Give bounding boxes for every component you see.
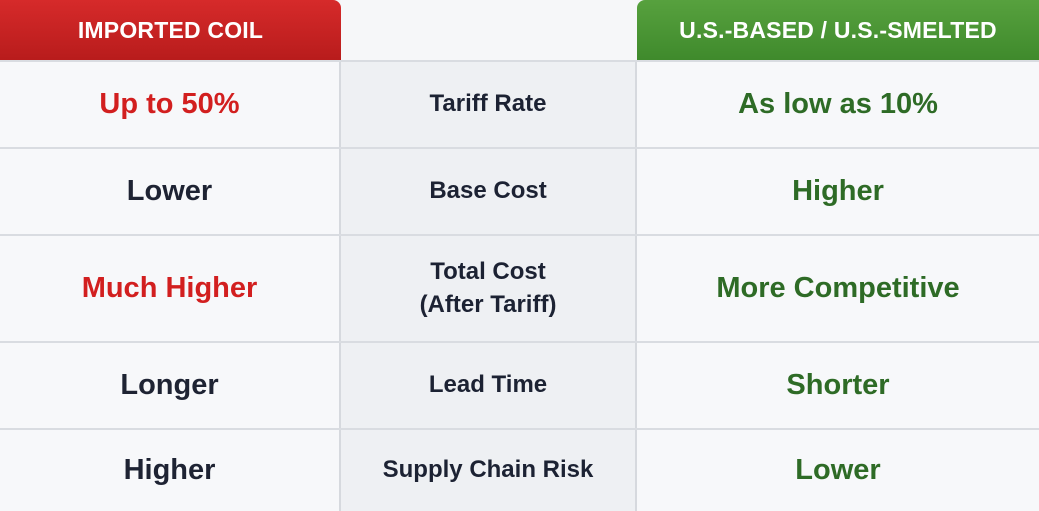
criterion-line-1: Supply Chain Risk (382, 456, 594, 484)
table-row: Lower Base Cost Higher (0, 147, 1039, 234)
imported-value: Lower (0, 149, 341, 234)
table-row: Up to 50% Tariff Rate As low as 10% (0, 60, 1039, 147)
criterion-label: Base Cost (341, 149, 637, 234)
criterion-label: Total Cost (After Tariff) (341, 236, 637, 341)
criterion-label: Supply Chain Risk (341, 430, 637, 511)
us-based-header: U.S.-BASED / U.S.-SMELTED (637, 0, 1039, 60)
criterion-line-1: Total Cost (430, 258, 546, 286)
criterion-line-1: Base Cost (429, 177, 547, 205)
imported-value: Higher (0, 430, 341, 511)
criterion-line-2: (After Tariff) (419, 290, 557, 318)
criterion-line-1: Tariff Rate (429, 90, 547, 118)
us-value: Shorter (637, 343, 1039, 428)
imported-value: Much Higher (0, 236, 341, 341)
us-value: Lower (637, 430, 1039, 511)
table-row: Longer Lead Time Shorter (0, 341, 1039, 428)
us-value: More Competitive (637, 236, 1039, 341)
criterion-label: Lead Time (341, 343, 637, 428)
header-row: IMPORTED COIL U.S.-BASED / U.S.-SMELTED (0, 0, 1039, 60)
table-row: Higher Supply Chain Risk Lower (0, 428, 1039, 511)
header-spacer (341, 0, 637, 60)
table-body: Up to 50% Tariff Rate As low as 10% Lowe… (0, 60, 1039, 511)
criterion-label: Tariff Rate (341, 62, 637, 147)
imported-value: Up to 50% (0, 62, 341, 147)
table-row: Much Higher Total Cost (After Tariff) Mo… (0, 234, 1039, 341)
us-value: As low as 10% (637, 62, 1039, 147)
imported-value: Longer (0, 343, 341, 428)
criterion-line-1: Lead Time (428, 371, 548, 399)
us-value: Higher (637, 149, 1039, 234)
imported-coil-header: IMPORTED COIL (0, 0, 341, 60)
